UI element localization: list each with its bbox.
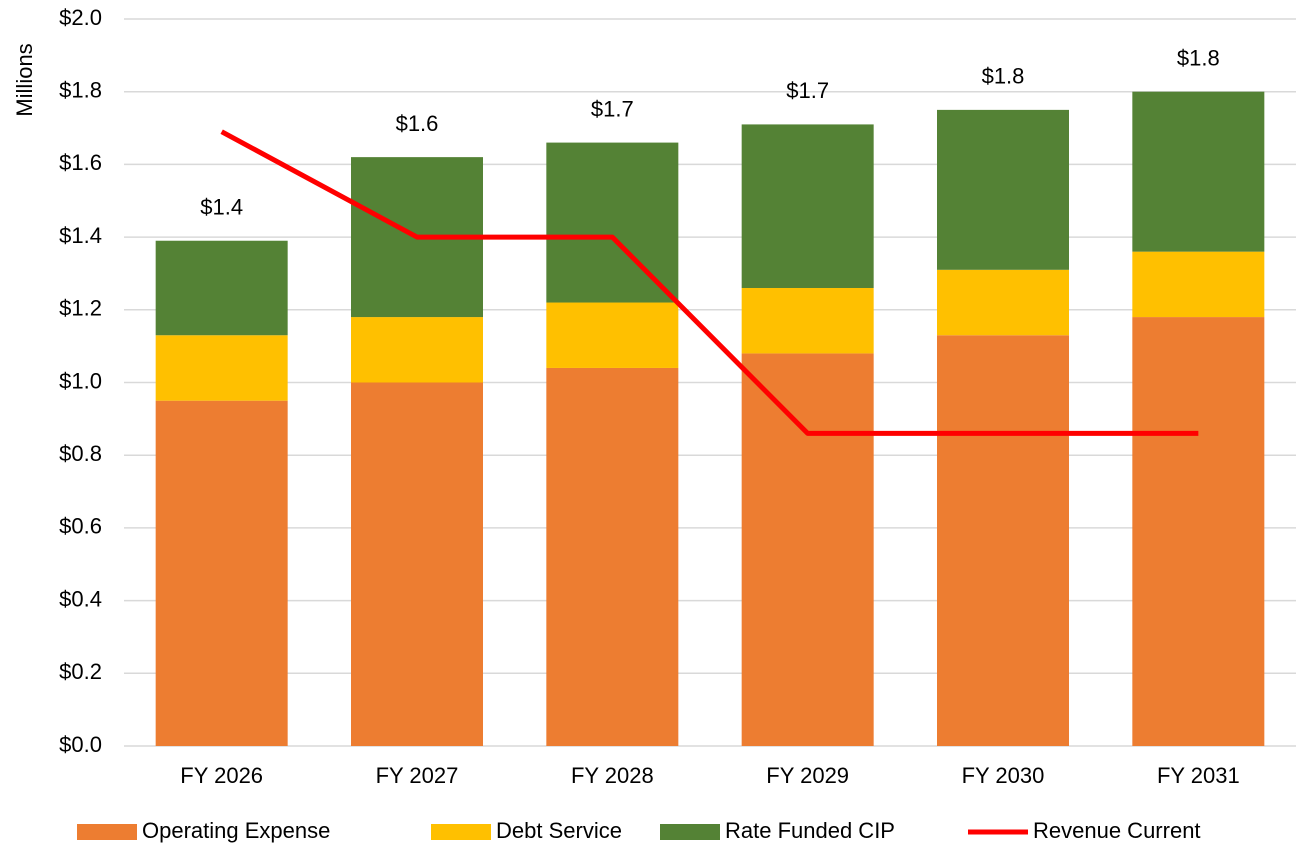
x-tick-label: FY 2029 <box>766 763 849 788</box>
legend-swatch <box>660 824 720 840</box>
bar-segment <box>937 269 1069 336</box>
legend-label: Debt Service <box>496 818 622 843</box>
bar-segment <box>741 353 874 746</box>
bar-segment <box>546 302 679 368</box>
bar-segment <box>351 317 483 383</box>
y-tick-label: $0.4 <box>59 586 102 611</box>
legend-swatch <box>77 824 137 840</box>
line <box>220 129 1199 436</box>
y-tick-label: $2.0 <box>59 5 102 30</box>
bar-segment <box>1132 91 1265 252</box>
legend-label: Operating Expense <box>142 818 330 843</box>
y-tick-label: $0.2 <box>59 659 102 684</box>
x-tick-label: FY 2027 <box>376 763 459 788</box>
y-tick-label: $0.8 <box>59 441 102 466</box>
y-tick-label: $1.8 <box>59 78 102 103</box>
bar-segment <box>155 335 288 401</box>
x-tick-label: FY 2028 <box>571 763 654 788</box>
y-tick-label: $1.0 <box>59 368 102 393</box>
bar-segment <box>1132 251 1265 318</box>
y-tick-label: $1.6 <box>59 150 102 175</box>
total-label: $1.8 <box>1177 46 1220 71</box>
y-tick-label: $1.2 <box>59 296 102 321</box>
total-label: $1.8 <box>982 64 1025 89</box>
bar-segment <box>546 367 679 746</box>
y-axis-label: Millions <box>12 43 37 116</box>
bar-segment <box>351 382 483 746</box>
y-tick-label: $1.4 <box>59 223 102 248</box>
bar-segment <box>155 400 288 746</box>
total-label: $1.7 <box>591 96 634 121</box>
bar-segment <box>1132 317 1265 746</box>
x-tick-label: FY 2026 <box>180 763 263 788</box>
total-label: $1.7 <box>786 78 829 103</box>
total-label: $1.6 <box>396 111 439 136</box>
bar-segment <box>937 109 1069 270</box>
legend-label: Revenue Current <box>1033 818 1201 843</box>
x-tick-label: FY 2031 <box>1157 763 1240 788</box>
bar-segment <box>546 142 679 303</box>
bar-segment <box>937 335 1069 746</box>
bar-segment <box>741 124 874 288</box>
bar-segment <box>741 287 874 354</box>
x-tick-label: FY 2030 <box>962 763 1045 788</box>
y-tick-label: $0.0 <box>59 732 102 757</box>
legend-label: Rate Funded CIP <box>725 818 895 843</box>
y-tick-label: $0.6 <box>59 514 102 539</box>
legend: Operating Expense Debt Service Rate Funded… <box>77 818 1201 843</box>
bar-segment <box>155 240 288 336</box>
legend-swatch <box>431 824 491 840</box>
total-label: $1.4 <box>200 195 243 220</box>
